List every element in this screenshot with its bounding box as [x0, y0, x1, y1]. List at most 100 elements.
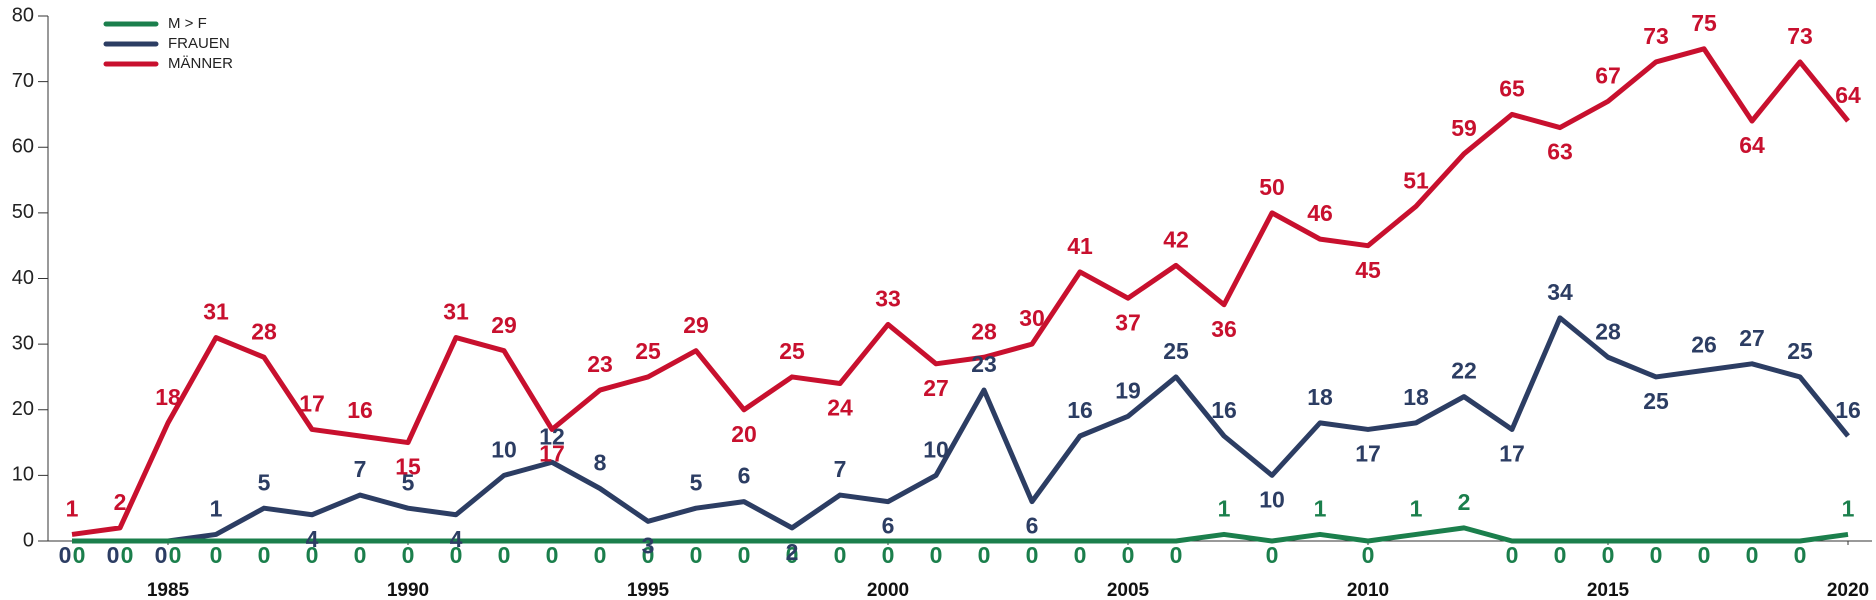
- data-label: 28: [971, 318, 997, 344]
- data-label: 16: [1067, 397, 1093, 423]
- data-label: 0: [1650, 542, 1663, 568]
- data-label: 0: [258, 542, 271, 568]
- data-label: 16: [347, 397, 373, 423]
- data-label: 0: [930, 542, 943, 568]
- data-label: 0: [1746, 542, 1759, 568]
- y-tick-label: 30: [12, 332, 34, 354]
- y-tick-label: 80: [12, 4, 34, 26]
- y-tick-label: 10: [12, 464, 34, 486]
- x-tick-label: 2010: [1347, 580, 1389, 600]
- data-label: 2: [1458, 489, 1471, 515]
- data-label: 25: [1787, 338, 1813, 364]
- series-line: [72, 525, 1849, 544]
- data-label: 0: [738, 542, 751, 568]
- data-label: 18: [1307, 384, 1333, 410]
- data-label: 28: [1595, 318, 1621, 344]
- data-label: 23: [971, 351, 997, 377]
- y-tick-label: 40: [12, 267, 34, 289]
- data-label: 0: [1266, 542, 1279, 568]
- data-label: 16: [1835, 397, 1861, 423]
- data-label: 0: [354, 542, 367, 568]
- data-label: 5: [258, 469, 271, 495]
- data-label: 67: [1595, 62, 1621, 88]
- data-label: 25: [1643, 388, 1669, 414]
- data-label: 0: [1074, 542, 1087, 568]
- data-label: 28: [251, 318, 277, 344]
- data-label: 45: [1355, 257, 1381, 283]
- data-label: 15: [395, 454, 421, 480]
- data-label: 10: [923, 436, 949, 462]
- data-label: 1: [1410, 496, 1423, 522]
- data-label: 7: [834, 456, 847, 482]
- y-tick-label: 70: [12, 70, 34, 92]
- data-label: 59: [1451, 115, 1477, 141]
- data-label: 6: [882, 513, 895, 539]
- data-label: 4: [450, 526, 463, 552]
- data-label: 1: [1218, 496, 1231, 522]
- data-label: 64: [1739, 132, 1765, 158]
- data-label: 20: [731, 421, 757, 447]
- data-label: 4: [306, 526, 319, 552]
- data-label: 0: [306, 542, 319, 568]
- data-label: 10: [491, 436, 517, 462]
- data-label: 18: [155, 384, 181, 410]
- data-label: 37: [1115, 309, 1141, 335]
- data-label: 23: [587, 351, 613, 377]
- data-label: 1: [210, 496, 223, 522]
- y-tick-label: 20: [12, 398, 34, 420]
- x-tick-label: 1985: [147, 580, 190, 600]
- data-label: 63: [1547, 139, 1573, 165]
- y-tick-label: 60: [12, 136, 34, 158]
- data-label: 0: [59, 542, 72, 568]
- data-label: 27: [1739, 325, 1765, 351]
- data-label: 17: [1499, 441, 1525, 467]
- data-label: 18: [1403, 384, 1429, 410]
- data-label: 2: [786, 539, 799, 565]
- data-label: 1: [1842, 496, 1855, 522]
- x-tick-label: 1990: [387, 580, 429, 600]
- data-label: 36: [1211, 316, 1237, 342]
- data-label: 8: [594, 450, 607, 476]
- legend-label: FRAUEN: [168, 35, 230, 52]
- data-label: 0: [1698, 542, 1711, 568]
- data-label: 0: [1362, 542, 1375, 568]
- data-label: 0: [450, 542, 463, 568]
- data-label: 0: [169, 542, 182, 568]
- data-label: 34: [1547, 279, 1573, 305]
- data-label: 0: [1026, 542, 1039, 568]
- data-label: 31: [203, 299, 229, 325]
- x-tick-label: 2020: [1827, 580, 1869, 600]
- data-label: 6: [738, 463, 751, 489]
- data-label: 29: [491, 312, 517, 338]
- data-label: 1: [66, 496, 79, 522]
- data-label: 22: [1451, 358, 1477, 384]
- data-label: 25: [635, 338, 661, 364]
- data-label: 0: [1602, 542, 1615, 568]
- data-label: 7: [354, 456, 367, 482]
- data-label: 33: [875, 286, 901, 312]
- data-label: 25: [779, 338, 805, 364]
- x-tick-label: 2000: [867, 580, 909, 600]
- data-label: 17: [1355, 441, 1381, 467]
- data-label: 0: [978, 542, 991, 568]
- data-label: 25: [1163, 338, 1189, 364]
- data-label: 0: [121, 542, 134, 568]
- data-label: 17: [539, 441, 565, 467]
- data-label: 65: [1499, 76, 1525, 102]
- data-label: 0: [546, 542, 559, 568]
- data-label: 41: [1067, 233, 1093, 259]
- data-label: 29: [683, 312, 709, 338]
- data-label: 12: [539, 423, 565, 449]
- data-label: 1: [1314, 496, 1327, 522]
- data-label: 5: [402, 469, 415, 495]
- data-label: 31: [443, 299, 469, 325]
- data-label: 26: [1691, 331, 1717, 357]
- data-label: 75: [1691, 10, 1717, 36]
- data-label: 24: [827, 395, 853, 421]
- data-label: 0: [690, 542, 703, 568]
- data-label: 46: [1307, 200, 1333, 226]
- data-label: 30: [1019, 305, 1045, 331]
- data-label: 0: [642, 542, 655, 568]
- data-label: 0: [1794, 542, 1807, 568]
